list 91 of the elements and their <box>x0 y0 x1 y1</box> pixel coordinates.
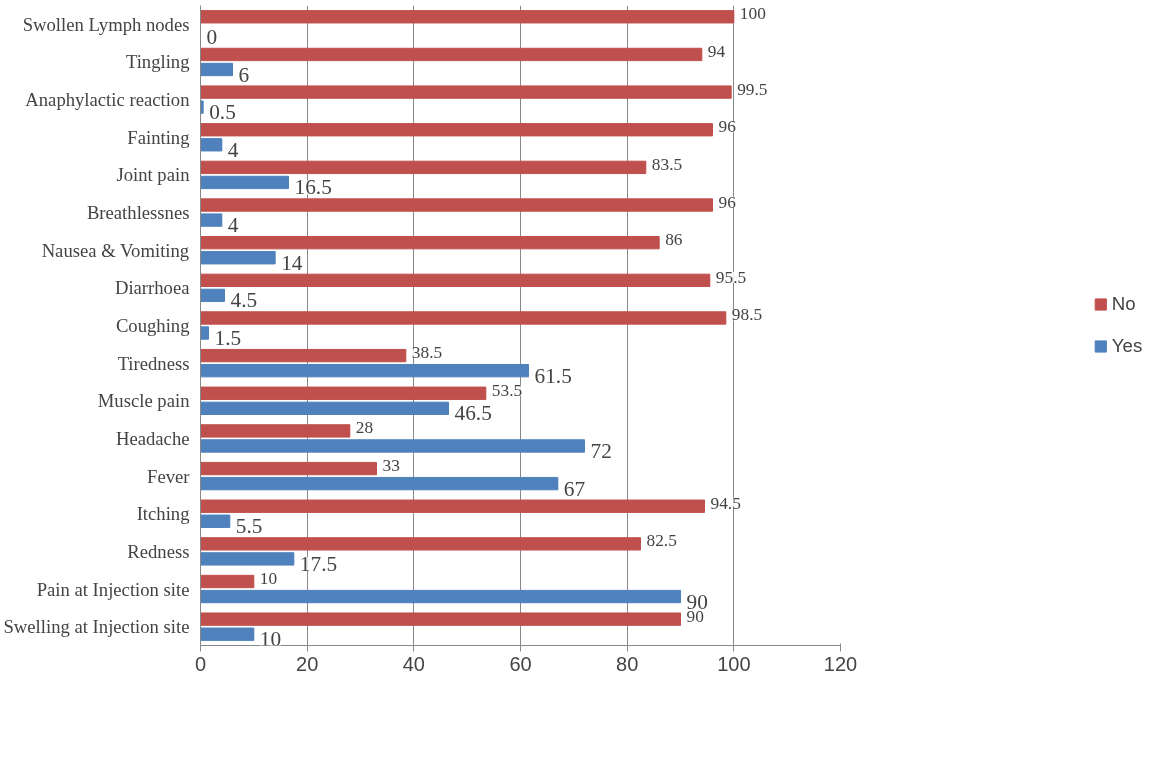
bar <box>200 198 713 212</box>
data-label: 67 <box>563 476 586 501</box>
data-label: 6 <box>238 62 250 87</box>
y-tick-label: Itching <box>136 503 190 525</box>
data-label: 1.5 <box>214 326 242 351</box>
y-tick-label: Diarrhoea <box>114 277 191 299</box>
bar <box>200 424 351 438</box>
bar <box>200 85 732 99</box>
data-label: 53.5 <box>491 380 523 400</box>
bar <box>200 288 225 303</box>
data-label: 83.5 <box>651 154 683 174</box>
data-label: 4 <box>227 213 239 238</box>
data-label: 94 <box>707 41 726 61</box>
bar <box>200 386 487 400</box>
data-label: 33 <box>382 456 400 476</box>
y-tick-label: Swelling at Injection site <box>3 616 190 638</box>
y-tick-label: Nausea & Vomiting <box>41 239 190 261</box>
y-tick-label: Fainting <box>127 126 190 148</box>
y-tick-label: Swollen Lymph nodes <box>22 13 190 35</box>
x-tick-label: 80 <box>616 652 639 675</box>
x-tick-label: 0 <box>194 652 207 675</box>
y-tick-label: Tingling <box>125 51 190 73</box>
bar <box>200 461 377 476</box>
bar <box>200 123 713 137</box>
bar <box>200 213 223 227</box>
bar <box>200 138 223 152</box>
data-label: 61.5 <box>534 363 572 388</box>
data-label: 96 <box>718 117 737 137</box>
x-tick-label: 120 <box>823 652 858 675</box>
data-label: 4 <box>227 137 239 162</box>
data-label: 17.5 <box>299 551 338 576</box>
data-label: 0 <box>206 24 218 49</box>
data-label: 10 <box>259 569 278 588</box>
y-tick-label: Breathlessnes <box>86 202 190 224</box>
y-tick-label: Headache <box>115 427 190 449</box>
data-label: 72 <box>590 438 612 463</box>
x-tick-label: 100 <box>717 652 751 675</box>
bar <box>200 10 735 24</box>
bar <box>200 476 559 491</box>
bar <box>200 612 681 626</box>
data-label: 94.5 <box>710 493 741 513</box>
data-label: 10 <box>259 627 282 652</box>
bar <box>200 514 231 528</box>
y-tick-label: Anaphylactic reaction <box>25 89 191 111</box>
y-tick-label: Redness <box>127 540 190 562</box>
data-label: 96 <box>718 192 737 212</box>
bar <box>200 236 660 250</box>
y-tick-label: Coughing <box>115 315 190 336</box>
data-label: 4.5 <box>230 288 258 313</box>
bar <box>200 160 647 175</box>
data-label: 98.5 <box>731 305 763 325</box>
legend-label: Yes <box>1111 335 1143 357</box>
bar <box>200 62 233 77</box>
bar <box>200 273 711 287</box>
y-tick-label: Tiredness <box>117 352 190 374</box>
bar <box>200 401 449 415</box>
data-label: 16.5 <box>294 175 332 200</box>
y-tick-label: Pain at Injection site <box>36 578 190 600</box>
bar <box>200 552 295 566</box>
y-tick-label: Joint pain <box>116 164 191 186</box>
data-label: 95.5 <box>715 267 747 287</box>
bar <box>200 589 681 604</box>
data-label: 46.5 <box>454 401 492 426</box>
data-label: 0.5 <box>209 100 236 125</box>
data-label: 38.5 <box>411 343 443 363</box>
bar <box>200 326 209 340</box>
data-label: 82.5 <box>646 531 677 551</box>
bar <box>200 47 703 62</box>
bar <box>200 364 529 378</box>
data-label: 99.5 <box>737 79 768 99</box>
y-tick-label: Muscle pain <box>97 390 191 412</box>
data-label: 28 <box>355 418 374 438</box>
bar <box>200 311 727 325</box>
bar <box>200 175 289 190</box>
x-tick-label: 60 <box>509 652 532 675</box>
bar <box>200 348 407 363</box>
data-label: 14 <box>281 250 303 275</box>
bar <box>200 574 255 589</box>
data-label: 86 <box>665 230 683 250</box>
data-label: 5.5 <box>235 514 263 539</box>
bar <box>200 499 705 513</box>
bar <box>200 537 641 551</box>
bar <box>200 100 204 114</box>
y-tick-label: Fever <box>147 465 191 487</box>
bar <box>200 439 585 453</box>
x-tick-label: 40 <box>402 652 425 675</box>
bar <box>200 251 276 265</box>
data-label: 100 <box>739 4 766 24</box>
legend-label: No <box>1111 293 1136 315</box>
bar <box>200 627 255 641</box>
x-tick-label: 20 <box>296 652 319 675</box>
